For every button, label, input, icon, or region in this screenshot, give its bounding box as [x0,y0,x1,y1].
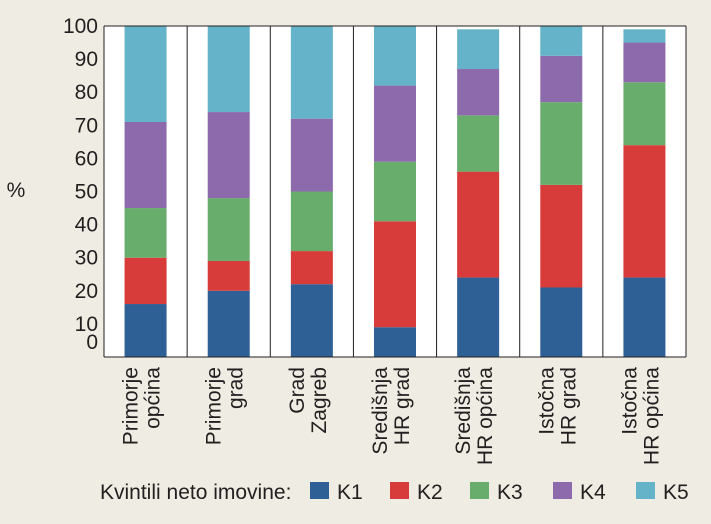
bar-segment-k4-5 [457,69,500,116]
legend-label-k1: K1 [337,481,363,504]
bar-segment-k3-1 [124,208,167,258]
bar-segment-k1-5 [457,277,500,357]
bar-segment-k5-2 [207,26,250,113]
bar-segment-k2-7 [623,145,666,278]
bar-segment-k1-7 [623,277,666,357]
y-tick-label: 60 [75,147,98,170]
legend-label-k5: K5 [663,481,689,504]
legend-swatch-k1 [310,482,329,499]
legend-label-k4: K4 [580,481,606,504]
x-tick-label: HR grad [557,367,580,445]
bar-segment-k5-6 [540,26,583,56]
bar-segment-k1-6 [540,287,583,357]
bar-segment-k4-1 [124,121,167,209]
bar-segment-k5-5 [457,29,500,70]
y-tick-label: 70 [75,114,98,137]
legend: Kvintili neto imovine: K1 K2 K3 K4 K5 [100,481,689,504]
x-tick-label: grad [225,367,248,409]
bar-segment-k4-2 [207,112,250,199]
bar-segment-k4-4 [374,85,416,162]
legend-swatch-k5 [636,482,655,499]
legend-label-k3: K3 [497,481,523,504]
bar-segment-k3-6 [540,102,583,185]
bar-segment-k3-7 [623,82,666,146]
bar-segment-k5-4 [374,26,416,86]
bar-segment-k1-3 [290,284,333,357]
x-tick-label: Primorje [120,367,143,445]
bar-segment-k1-2 [207,290,250,357]
x-tick-label: Zagreb [308,367,331,434]
x-tick-label: Grad [286,367,309,414]
y-tick-label: 100 [63,15,98,38]
bar-segment-k2-2 [207,261,250,291]
bar-segment-k2-1 [124,257,167,305]
y-tick-label: 90 [75,48,98,71]
x-tick-label: Istočna [535,367,558,435]
legend-swatch-k2 [390,482,409,499]
bar-segment-k1-4 [374,327,416,357]
y-tick-label: 0 [86,331,98,354]
x-tick-label: Istočna [618,367,641,435]
bar-segment-k1-1 [124,304,167,357]
x-tick-label: HR općina [640,367,663,465]
y-tick-label: 10 [75,313,98,336]
bar-segment-k3-3 [290,191,333,252]
bar-segment-k3-5 [457,115,500,172]
x-tick-label: Središnja [369,367,392,455]
x-tick-label: Središnja [452,367,475,455]
bar-segment-k4-6 [540,55,583,103]
x-tick-label: HR grad [391,367,414,445]
bar-segment-k2-6 [540,184,583,288]
x-tick-label: HR općina [474,367,497,465]
legend-swatch-k3 [470,482,489,499]
bar-segment-k3-2 [207,198,250,262]
bar-segment-k5-3 [290,26,333,119]
y-tick-label: 80 [75,81,98,104]
y-axis-label: % [7,179,26,202]
legend-swatch-k4 [553,482,572,499]
bar-segment-k4-7 [623,42,666,83]
y-tick-label: 50 [75,181,98,204]
bar-segment-k5-1 [124,26,167,122]
bar-segment-k2-5 [457,171,500,278]
legend-label-k2: K2 [417,481,443,504]
x-tick-label: Primorje [203,367,226,445]
legend-title: Kvintili neto imovine: [100,481,291,504]
bar-segment-k3-4 [374,161,416,222]
y-tick-label: 30 [75,247,98,270]
bar-segment-k2-4 [374,221,416,328]
bar-segment-k5-7 [623,29,666,43]
bar-segment-k2-3 [290,251,333,285]
x-tick-label: općina [142,367,165,429]
y-tick-label: 20 [75,280,98,303]
bar-segment-k4-3 [290,118,333,192]
y-tick-label: 40 [75,214,98,237]
